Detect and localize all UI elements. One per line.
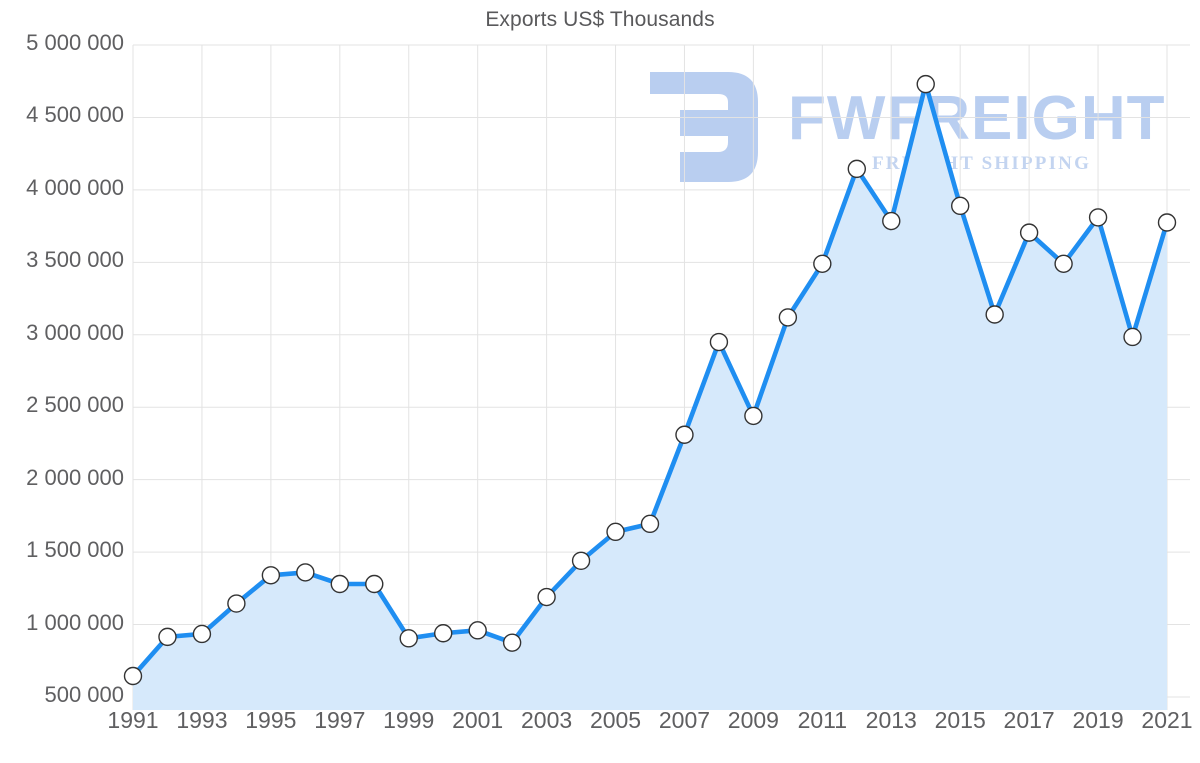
data-point-markers — [123, 74, 1177, 686]
data-point-marker[interactable] — [640, 514, 660, 534]
y-axis-tick-label: 500 000 — [44, 682, 124, 707]
area-fill — [133, 84, 1167, 711]
data-point-marker[interactable] — [261, 566, 281, 585]
y-axis-tick-label: 3 000 000 — [26, 319, 124, 345]
x-axis-tick-label: 2015 — [934, 707, 986, 733]
data-point-marker[interactable] — [744, 406, 763, 426]
x-axis-tick-label: 2017 — [1003, 707, 1055, 733]
data-point-marker[interactable] — [434, 624, 453, 643]
y-axis-tick-label: 5 000 000 — [26, 30, 124, 55]
x-axis-tick-label: 2019 — [1072, 707, 1124, 733]
data-point-marker[interactable] — [1088, 208, 1108, 227]
data-point-marker[interactable] — [571, 551, 591, 570]
x-axis-tick-label: 1993 — [176, 707, 228, 733]
x-axis-tick-label: 1991 — [107, 707, 159, 733]
data-point-marker[interactable] — [813, 254, 832, 273]
y-axis-tick-labels: 5 000 000 4 500 000 4 000 000 3 500 000 3 00… — [0, 0, 124, 763]
data-point-marker[interactable] — [675, 425, 694, 444]
data-point-marker[interactable] — [192, 624, 212, 644]
data-point-marker[interactable] — [1019, 223, 1039, 242]
x-axis-tick-label: 1999 — [383, 707, 435, 733]
data-point-marker[interactable] — [985, 305, 1004, 324]
data-point-marker[interactable] — [847, 159, 866, 179]
x-axis-tick-label: 2001 — [452, 707, 504, 733]
data-point-marker[interactable] — [1157, 213, 1177, 232]
data-point-marker[interactable] — [882, 211, 901, 231]
y-axis-tick-label: 2 500 000 — [26, 392, 124, 418]
x-axis-tick-label: 2021 — [1141, 707, 1193, 733]
data-point-marker[interactable] — [123, 666, 143, 686]
data-point-marker[interactable] — [365, 574, 384, 594]
y-axis-tick-label: 4 500 000 — [26, 102, 124, 128]
x-axis-tick-label: 1995 — [245, 707, 297, 733]
data-point-marker[interactable] — [951, 196, 970, 216]
data-point-marker[interactable] — [227, 594, 246, 613]
data-point-marker[interactable] — [399, 629, 418, 648]
data-point-marker[interactable] — [468, 621, 487, 640]
chart-title: Exports US$ Thousands — [485, 8, 715, 31]
x-axis-tick-label: 2013 — [865, 707, 917, 733]
data-point-marker[interactable] — [537, 587, 556, 607]
data-point-marker[interactable] — [158, 627, 177, 647]
y-axis-tick-label: 1 000 000 — [26, 609, 124, 635]
y-axis-tick-label: 4 000 000 — [26, 174, 124, 200]
data-point-marker[interactable] — [1123, 327, 1142, 347]
y-axis-tick-label: 3 500 000 — [26, 247, 124, 273]
data-point-marker[interactable] — [296, 563, 315, 582]
x-axis-tick-label: 2003 — [521, 707, 573, 733]
data-point-marker[interactable] — [1054, 254, 1073, 273]
x-axis-tick-label: 1997 — [314, 707, 366, 733]
x-axis-tick-label: 2009 — [727, 707, 779, 733]
data-point-marker[interactable] — [916, 74, 935, 94]
x-axis-tick-label: 2011 — [797, 707, 848, 733]
data-point-marker[interactable] — [330, 574, 349, 594]
data-point-marker[interactable] — [502, 633, 522, 652]
y-axis-tick-label: 1 500 000 — [26, 537, 124, 563]
data-point-marker[interactable] — [606, 522, 625, 542]
data-point-marker[interactable] — [709, 332, 729, 352]
x-axis-tick-label: 2007 — [658, 707, 711, 733]
data-point-marker[interactable] — [778, 308, 798, 327]
y-axis-tick-label: 2 000 000 — [26, 464, 124, 490]
x-axis-tick-label: 2005 — [589, 707, 642, 733]
